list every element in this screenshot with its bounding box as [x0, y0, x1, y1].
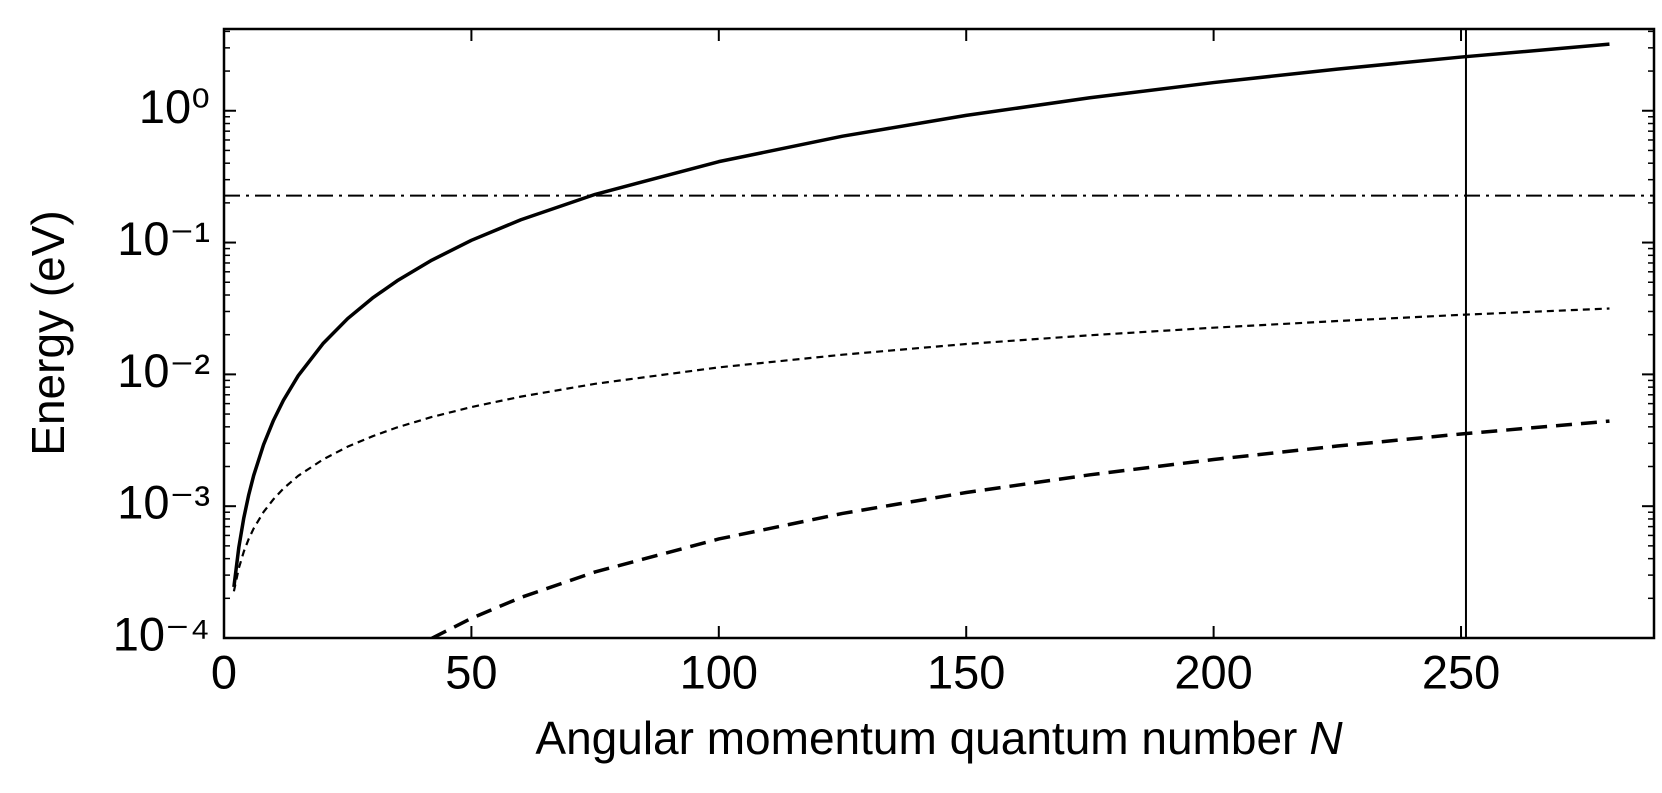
x-tick-label: 200	[1174, 645, 1252, 698]
x-tick-label: 50	[445, 645, 497, 698]
x-tick-label: 0	[211, 645, 237, 698]
y-tick-label: 10⁻³	[117, 476, 210, 529]
x-axis-label: Angular momentum quantum number N	[535, 712, 1343, 764]
y-tick-label: 10⁻²	[117, 344, 210, 397]
x-tick-label: 250	[1422, 645, 1500, 698]
series-line	[431, 419, 1610, 638]
y-tick-label: 10⁻⁴	[113, 607, 210, 660]
x-axis-label-symbol: N	[1309, 712, 1343, 764]
plot-area	[224, 29, 1654, 638]
x-tick-label: 150	[927, 645, 1005, 698]
x-tick-label: 100	[680, 645, 758, 698]
y-axis-label: Energy (eV)	[22, 210, 74, 455]
series-line	[232, 307, 1610, 592]
y-tick-label: 10⁻¹	[117, 212, 210, 265]
y-tick-label: 10⁰	[139, 80, 210, 133]
series-line	[232, 42, 1610, 588]
plot-frame	[222, 27, 1656, 640]
x-axis-label-text: Angular momentum quantum number	[535, 712, 1297, 764]
